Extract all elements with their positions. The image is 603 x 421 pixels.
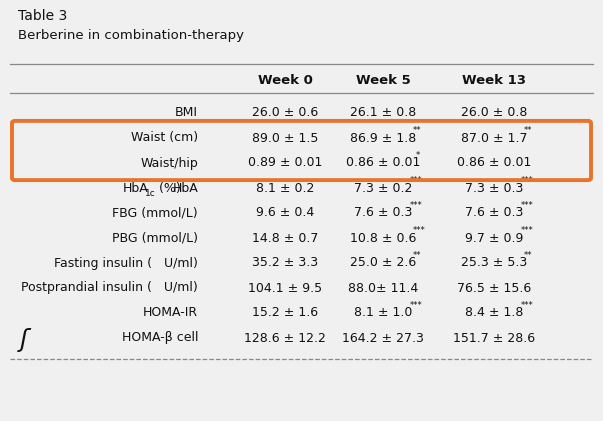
Text: 0.86 ± 0.01: 0.86 ± 0.01	[457, 157, 531, 170]
Text: 7.6 ± 0.3: 7.6 ± 0.3	[465, 206, 523, 219]
Text: 7.3 ± 0.3: 7.3 ± 0.3	[465, 181, 523, 195]
Text: 0.89 ± 0.01: 0.89 ± 0.01	[248, 157, 322, 170]
Text: FBG (mmol/L): FBG (mmol/L)	[112, 206, 198, 219]
Text: 26.0 ± 0.8: 26.0 ± 0.8	[461, 107, 527, 120]
Text: Week 13: Week 13	[462, 75, 526, 88]
Text: 25.3 ± 5.3: 25.3 ± 5.3	[461, 256, 527, 269]
Text: 76.5 ± 15.6: 76.5 ± 15.6	[457, 282, 531, 295]
Text: Postprandial insulin (   U/ml): Postprandial insulin ( U/ml)	[21, 282, 198, 295]
Text: 35.2 ± 3.3: 35.2 ± 3.3	[252, 256, 318, 269]
Text: ***: ***	[521, 226, 534, 235]
Text: *: *	[415, 151, 420, 160]
Text: 7.6 ± 0.3: 7.6 ± 0.3	[354, 206, 412, 219]
Text: Week 5: Week 5	[356, 75, 411, 88]
Text: 8.1 ± 0.2: 8.1 ± 0.2	[256, 181, 314, 195]
Text: 89.0 ± 1.5: 89.0 ± 1.5	[252, 131, 318, 144]
Text: ***: ***	[521, 301, 534, 310]
Text: Table 3: Table 3	[18, 9, 68, 23]
Text: Fasting insulin (   U/ml): Fasting insulin ( U/ml)	[54, 256, 198, 269]
Text: ***: ***	[521, 176, 534, 185]
Text: **: **	[523, 251, 532, 260]
Text: 15.2 ± 1.6: 15.2 ± 1.6	[252, 306, 318, 320]
Text: HbA: HbA	[172, 181, 198, 195]
Text: 104.1 ± 9.5: 104.1 ± 9.5	[248, 282, 322, 295]
Text: BMI: BMI	[175, 107, 198, 120]
Text: 8.4 ± 1.8: 8.4 ± 1.8	[465, 306, 523, 320]
Text: 14.8 ± 0.7: 14.8 ± 0.7	[252, 232, 318, 245]
Text: 151.7 ± 28.6: 151.7 ± 28.6	[453, 331, 535, 344]
Text: ***: ***	[412, 226, 425, 235]
Text: 9.7 ± 0.9: 9.7 ± 0.9	[465, 232, 523, 245]
Text: **: **	[523, 126, 532, 135]
Text: 87.0 ± 1.7: 87.0 ± 1.7	[461, 131, 527, 144]
Text: 8.1 ± 1.0: 8.1 ± 1.0	[354, 306, 412, 320]
Text: HOMA-β cell: HOMA-β cell	[121, 331, 198, 344]
Text: 0.86 ± 0.01: 0.86 ± 0.01	[346, 157, 420, 170]
Text: Week 0: Week 0	[257, 75, 312, 88]
Text: Waist/hip: Waist/hip	[140, 157, 198, 170]
Text: 128.6 ± 12.2: 128.6 ± 12.2	[244, 331, 326, 344]
Text: 26.1 ± 0.8: 26.1 ± 0.8	[350, 107, 416, 120]
Text: ʃ: ʃ	[20, 328, 28, 352]
Text: 164.2 ± 27.3: 164.2 ± 27.3	[342, 331, 424, 344]
Text: Waist (cm): Waist (cm)	[131, 131, 198, 144]
Text: PBG (mmol/L): PBG (mmol/L)	[112, 232, 198, 245]
Text: **: **	[412, 251, 421, 260]
Text: 86.9 ± 1.8: 86.9 ± 1.8	[350, 131, 416, 144]
Text: HbA: HbA	[123, 181, 149, 195]
Text: 10.8 ± 0.6: 10.8 ± 0.6	[350, 232, 416, 245]
Text: 88.0± 11.4: 88.0± 11.4	[348, 282, 418, 295]
Text: 7.3 ± 0.2: 7.3 ± 0.2	[354, 181, 412, 195]
Text: 25.0 ± 2.6: 25.0 ± 2.6	[350, 256, 416, 269]
Text: **: **	[412, 126, 421, 135]
Text: ***: ***	[410, 201, 423, 210]
Text: HOMA-IR: HOMA-IR	[143, 306, 198, 320]
Text: Berberine in combination-therapy: Berberine in combination-therapy	[18, 29, 244, 42]
Text: 26.0 ± 0.6: 26.0 ± 0.6	[252, 107, 318, 120]
Text: ***: ***	[521, 201, 534, 210]
Text: 1c: 1c	[145, 189, 156, 197]
Text: (%): (%)	[155, 181, 181, 195]
Text: ***: ***	[410, 301, 423, 310]
Text: 9.6 ± 0.4: 9.6 ± 0.4	[256, 206, 314, 219]
Text: ***: ***	[410, 176, 423, 185]
